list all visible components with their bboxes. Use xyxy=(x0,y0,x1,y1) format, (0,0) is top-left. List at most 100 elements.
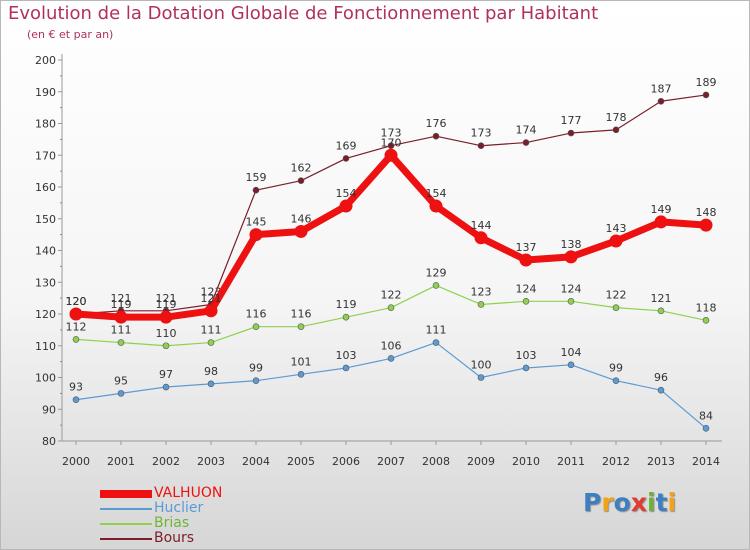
data-label: 159 xyxy=(246,171,267,184)
data-point xyxy=(117,390,125,397)
data-point xyxy=(252,186,260,194)
logo-letter: i xyxy=(667,488,677,517)
data-label: 170 xyxy=(381,136,402,149)
y-tick-label: 110 xyxy=(35,340,56,353)
data-point xyxy=(609,234,623,248)
data-label: 100 xyxy=(471,359,492,372)
data-point xyxy=(342,155,350,162)
legend-swatch xyxy=(100,538,152,540)
data-point xyxy=(69,307,83,321)
data-label: 176 xyxy=(426,117,447,130)
data-label: 124 xyxy=(516,282,537,295)
proxiti-logo: Proxiti xyxy=(583,488,676,517)
chart-subtitle: (en € et par an) xyxy=(27,28,114,41)
data-point xyxy=(162,383,170,391)
data-point xyxy=(204,304,218,318)
data-label: 146 xyxy=(291,212,312,225)
data-label: 144 xyxy=(471,219,492,232)
data-point xyxy=(294,224,308,238)
data-label: 103 xyxy=(516,349,537,362)
data-point xyxy=(387,355,395,362)
data-label: 174 xyxy=(516,124,537,137)
data-point xyxy=(387,304,395,311)
data-label: 169 xyxy=(336,139,357,152)
data-label: 149 xyxy=(651,203,672,216)
data-point xyxy=(387,142,395,150)
data-point xyxy=(522,297,530,305)
data-label: 120 xyxy=(66,295,87,308)
data-point xyxy=(72,396,80,404)
x-tick-label: 2007 xyxy=(377,455,405,468)
data-label: 148 xyxy=(696,206,717,219)
data-point xyxy=(702,317,710,324)
y-tick-label: 160 xyxy=(35,181,56,194)
legend-swatch xyxy=(100,508,152,510)
data-point xyxy=(702,91,710,99)
data-point xyxy=(207,380,215,388)
data-label: 118 xyxy=(696,301,717,314)
x-tick-label: 2006 xyxy=(332,455,360,468)
legend-swatch xyxy=(100,490,152,498)
chart-title: Evolution de la Dotation Globale de Fonc… xyxy=(8,3,599,24)
data-point xyxy=(519,253,533,267)
data-point xyxy=(612,377,620,384)
data-label: 116 xyxy=(246,308,267,321)
data-label: 95 xyxy=(114,374,128,387)
y-tick-label: 200 xyxy=(35,54,56,67)
y-tick-label: 170 xyxy=(35,149,56,162)
y-tick-label: 140 xyxy=(35,245,56,258)
data-label: 189 xyxy=(696,76,717,89)
x-tick-label: 2013 xyxy=(647,455,675,468)
data-point xyxy=(654,215,668,229)
x-tick-label: 2002 xyxy=(152,455,180,468)
data-point xyxy=(72,336,80,343)
data-point xyxy=(657,97,665,105)
data-label: 101 xyxy=(291,355,312,368)
data-label: 177 xyxy=(561,114,582,127)
data-point xyxy=(297,371,305,378)
data-label: 123 xyxy=(471,285,492,298)
data-point xyxy=(207,339,215,346)
data-point xyxy=(342,313,350,321)
data-point xyxy=(477,301,485,308)
data-label: 112 xyxy=(66,320,87,333)
y-tick-label: 120 xyxy=(35,308,56,321)
x-tick-label: 2001 xyxy=(107,455,135,468)
data-point xyxy=(249,228,263,242)
data-label: 154 xyxy=(426,187,447,200)
data-label: 124 xyxy=(561,282,582,295)
data-label: 173 xyxy=(381,127,402,140)
data-label: 111 xyxy=(426,324,447,337)
x-tick-label: 2000 xyxy=(62,455,90,468)
data-label: 103 xyxy=(336,349,357,362)
data-point xyxy=(297,177,305,184)
logo-letter: i xyxy=(647,488,656,517)
x-tick-label: 2012 xyxy=(602,455,630,468)
data-label: 187 xyxy=(651,82,672,95)
data-label: 178 xyxy=(606,111,627,124)
data-label: 129 xyxy=(426,266,447,279)
data-point xyxy=(162,342,170,350)
data-point xyxy=(432,282,440,289)
data-point xyxy=(252,377,260,384)
data-point xyxy=(117,339,125,346)
data-point xyxy=(342,364,350,372)
legend-label: Brias xyxy=(154,515,190,531)
logo-letter: P xyxy=(583,488,602,517)
x-tick-label: 2003 xyxy=(197,455,225,468)
data-point xyxy=(612,126,620,134)
data-label: 99 xyxy=(609,362,623,375)
data-label: 93 xyxy=(69,381,83,394)
data-label: 119 xyxy=(111,298,132,311)
data-label: 96 xyxy=(654,371,668,384)
data-point xyxy=(477,142,485,150)
y-tick-label: 80 xyxy=(42,435,56,448)
data-label: 97 xyxy=(159,368,173,381)
y-tick-label: 180 xyxy=(35,118,56,131)
data-point xyxy=(114,310,128,324)
data-label: 120 xyxy=(66,295,87,308)
data-label: 137 xyxy=(516,241,537,254)
data-point xyxy=(612,304,620,311)
data-label: 145 xyxy=(246,216,267,229)
